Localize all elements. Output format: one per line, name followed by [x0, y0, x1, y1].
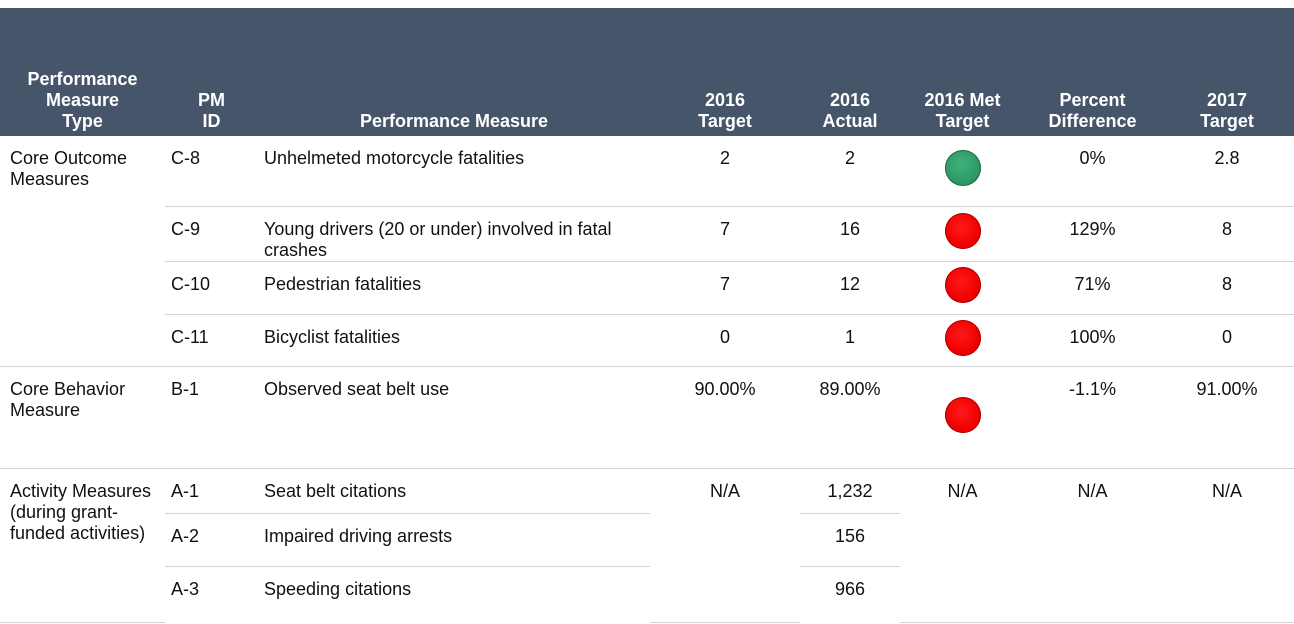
target-2017: 8 — [1160, 206, 1294, 262]
header-text: 2017 Target — [1200, 90, 1254, 131]
target-2016: 2 — [650, 136, 800, 207]
actual-2016: 89.00% — [800, 366, 900, 469]
target-2016: 0 — [650, 314, 800, 367]
performance-measure: Unhelmeted motorcycle fatalities — [258, 136, 650, 207]
measure-type: Activity Measures (during grant-funded a… — [0, 468, 165, 623]
percent-difference: N/A — [1025, 468, 1160, 623]
table-row: Activity Measures (during grant-funded a… — [0, 468, 1294, 623]
status-indicator — [944, 396, 981, 433]
met-target — [900, 261, 1025, 315]
target-2017: 91.00% — [1160, 366, 1294, 469]
performance-measure: Bicyclist fatalities — [258, 314, 650, 367]
header-cell: Performance Measure — [258, 8, 650, 136]
header-cell: 2017 Target — [1160, 8, 1294, 136]
pm-id: C-10 — [165, 261, 258, 315]
performance-measure: Speeding citations — [264, 578, 412, 599]
status-indicator — [944, 319, 981, 356]
performance-table: Performance Measure Type PM ID Performance… — [0, 8, 1294, 623]
target-2016: 90.00% — [650, 366, 800, 469]
table-row: C-10 Pedestrian fatalities 7 12 71% 8 — [0, 261, 1294, 315]
table-row: C-11 Bicyclist fatalities 0 1 100% 0 — [0, 314, 1294, 367]
header-text: PM ID — [198, 90, 225, 131]
performance-measure: Impaired driving arrests — [258, 513, 650, 567]
pm-id: C-11 — [165, 314, 258, 367]
pm-id: A-1 — [165, 468, 258, 514]
percent-difference: 71% — [1025, 261, 1160, 315]
header-text: Performance Measure — [359, 111, 549, 131]
pm-id: C-8 — [165, 136, 258, 207]
performance-measure: Pedestrian fatalities — [258, 261, 650, 315]
header-row: Performance Measure Type PM ID Performance… — [0, 8, 1294, 136]
actual-2016: 1 — [800, 314, 900, 367]
status-indicator — [944, 213, 981, 249]
actual-2016: 16 — [800, 206, 900, 262]
measure-type: Core Outcome Measures — [0, 136, 165, 367]
actual-2016: 2 — [800, 136, 900, 207]
table-row: Core Outcome Measures C-8 Unhelmeted motor… — [0, 136, 1294, 367]
actual-2016: 156 — [800, 513, 900, 567]
pm-id: A-2 — [165, 513, 258, 567]
target-2017: 2.8 — [1160, 136, 1294, 207]
status-indicator — [944, 150, 981, 187]
table-row: A-3 Speeding citations 966 — [0, 566, 1294, 622]
table-row: A-2 Impaired driving arrests 156 — [0, 513, 1294, 567]
header-cell: 2016 Actual — [800, 8, 900, 136]
header-text: 2016 Met Target — [924, 90, 1001, 131]
actual-2016: 1,232 — [800, 468, 900, 514]
met-target — [900, 366, 1025, 469]
target-2017: N/A — [1160, 468, 1294, 623]
header-text: 2016 Target — [698, 90, 752, 131]
header-cell: 2016 Met Target — [900, 8, 1025, 136]
table-header: Performance Measure Type PM ID Performance… — [0, 8, 1294, 136]
measure-type: Core Behavior Measure — [0, 366, 165, 469]
pm-id: B-1 — [165, 366, 258, 469]
performance-measure: Young drivers (20 or under) involved in … — [258, 206, 650, 262]
status-indicator — [944, 267, 981, 303]
target-2016: N/A — [650, 468, 800, 623]
header-cell: Performance Measure Type — [0, 8, 165, 136]
target-2016: 7 — [650, 206, 800, 262]
table-body: Core Outcome Measures C-8 Unhelmeted motor… — [0, 136, 1294, 623]
pm-id: A-3 — [171, 578, 200, 599]
met-target — [900, 206, 1025, 262]
percent-difference: 0% — [1025, 136, 1160, 207]
actual-2016: 966 — [834, 578, 866, 599]
target-2016: 7 — [650, 261, 800, 315]
performance-measure: Seat belt citations — [258, 468, 650, 514]
header-cell: Percent Difference — [1025, 8, 1160, 136]
header-text: 2016 Actual — [822, 90, 878, 131]
table-row: Core Behavior Measure B-1 Observed seat be… — [0, 366, 1294, 469]
header-cell: PM ID — [165, 8, 258, 136]
target-2017: 0 — [1160, 314, 1294, 367]
header-text: Performance Measure Type — [27, 69, 138, 131]
header-cell: 2016 Target — [650, 8, 800, 136]
pm-id: C-9 — [165, 206, 258, 262]
table-row: C-9 Young drivers (20 or under) involved … — [0, 206, 1294, 262]
actual-2016: 12 — [800, 261, 900, 315]
header-text: Percent Difference — [1048, 90, 1137, 131]
target-2017: 8 — [1160, 261, 1294, 315]
met-target — [900, 314, 1025, 367]
percent-difference: 129% — [1025, 206, 1160, 262]
percent-difference: 100% — [1025, 314, 1160, 367]
performance-measure: Observed seat belt use — [258, 366, 650, 469]
met-target — [900, 136, 1025, 207]
met-target: N/A — [900, 468, 1025, 623]
percent-difference: -1.1% — [1025, 366, 1160, 469]
